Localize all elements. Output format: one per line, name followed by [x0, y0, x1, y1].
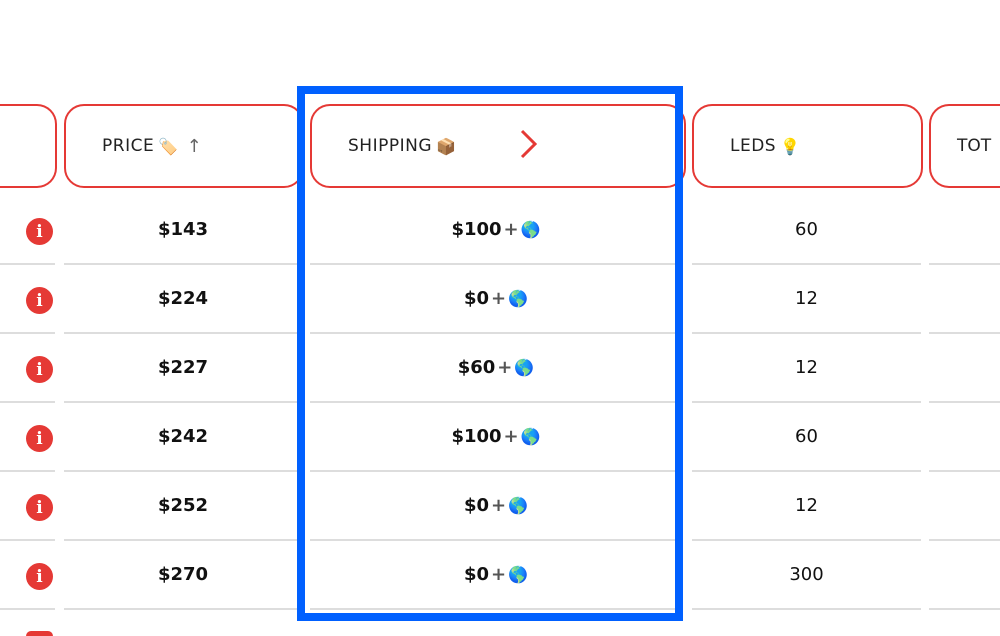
- price-value: $270: [157, 564, 209, 585]
- header-price[interactable]: PRICE 🏷️ ↑: [64, 104, 304, 188]
- price-tag-icon: 🏷️: [158, 136, 179, 156]
- total-cell: [929, 334, 1000, 403]
- leds-value: 60: [795, 426, 818, 447]
- shipping-value: $0: [463, 288, 490, 309]
- price-value: $224: [157, 288, 209, 309]
- price-cell: $242: [64, 403, 302, 472]
- plus-icon: +: [491, 288, 507, 309]
- package-icon: 📦: [436, 136, 457, 156]
- left-cell: [0, 196, 55, 265]
- globe-icon: 🌎: [514, 358, 535, 377]
- left-cell: [0, 334, 55, 403]
- price-value: $242: [157, 426, 209, 447]
- leds-value: 300: [789, 564, 824, 585]
- header-price-label: PRICE: [102, 136, 155, 156]
- lightbulb-icon: 💡: [780, 136, 801, 156]
- shipping-cell: $100 + 🌎: [310, 196, 682, 265]
- price-cell: $252: [64, 472, 302, 541]
- shipping-cell: $60 + 🌎: [310, 334, 682, 403]
- leds-cell: 12: [692, 472, 921, 541]
- info-icon[interactable]: i: [26, 356, 53, 383]
- left-cell: [0, 265, 55, 334]
- price-cell: $143: [64, 196, 302, 265]
- globe-icon: 🌎: [508, 496, 529, 515]
- header-leds-label: LEDS: [730, 136, 777, 156]
- price-value: $143: [157, 219, 209, 240]
- globe-icon: 🌎: [520, 220, 541, 239]
- sort-ascending-icon[interactable]: ↑: [186, 135, 203, 157]
- chevron-right-icon[interactable]: [518, 128, 540, 160]
- header-leds[interactable]: LEDS 💡: [692, 104, 923, 188]
- shipping-value: $100: [451, 219, 502, 240]
- leds-cell: 12: [692, 334, 921, 403]
- globe-icon: 🌎: [520, 427, 541, 446]
- header-shipping-label: SHIPPING: [348, 136, 432, 156]
- shipping-cell: $100 + 🌎: [310, 403, 682, 472]
- shipping-value: $100: [451, 426, 502, 447]
- leds-cell: 60: [692, 196, 921, 265]
- plus-icon: +: [497, 357, 513, 378]
- info-icon[interactable]: i: [26, 287, 53, 314]
- info-icon[interactable]: i: [26, 494, 53, 521]
- header-left-partial[interactable]: [0, 104, 57, 188]
- leds-value: 12: [795, 288, 818, 309]
- total-cell: [929, 265, 1000, 334]
- total-cell: [929, 541, 1000, 610]
- shipping-value: $0: [463, 495, 490, 516]
- leds-cell: 60: [692, 403, 921, 472]
- price-cell: $227: [64, 334, 302, 403]
- plus-icon: +: [491, 495, 507, 516]
- shipping-cell: $0 + 🌎: [310, 265, 682, 334]
- total-cell: [929, 196, 1000, 265]
- price-value: $252: [157, 495, 209, 516]
- globe-icon: 🌎: [508, 565, 529, 584]
- globe-icon: 🌎: [508, 289, 529, 308]
- leds-value: 60: [795, 219, 818, 240]
- info-icon[interactable]: i: [26, 218, 53, 245]
- left-cell: [0, 403, 55, 472]
- total-cell: [929, 472, 1000, 541]
- price-cell: $270: [64, 541, 302, 610]
- price-value: $227: [157, 357, 209, 378]
- plus-icon: +: [503, 219, 519, 240]
- shipping-cell: $0 + 🌎: [310, 472, 682, 541]
- leds-value: 12: [795, 495, 818, 516]
- info-icon[interactable]: [26, 631, 53, 636]
- header-shipping[interactable]: SHIPPING 📦: [310, 104, 686, 188]
- shipping-value: $0: [463, 564, 490, 585]
- left-cell: [0, 541, 55, 610]
- leds-cell: 300: [692, 541, 921, 610]
- shipping-cell: $0 + 🌎: [310, 541, 682, 610]
- plus-icon: +: [491, 564, 507, 585]
- total-cell: [929, 403, 1000, 472]
- header-total[interactable]: TOT: [929, 104, 1000, 188]
- leds-cell: 12: [692, 265, 921, 334]
- price-cell: $224: [64, 265, 302, 334]
- left-cell: [0, 472, 55, 541]
- leds-value: 12: [795, 357, 818, 378]
- shipping-value: $60: [457, 357, 496, 378]
- info-icon[interactable]: i: [26, 425, 53, 452]
- header-total-label: TOT: [957, 136, 992, 156]
- plus-icon: +: [503, 426, 519, 447]
- info-icon[interactable]: i: [26, 563, 53, 590]
